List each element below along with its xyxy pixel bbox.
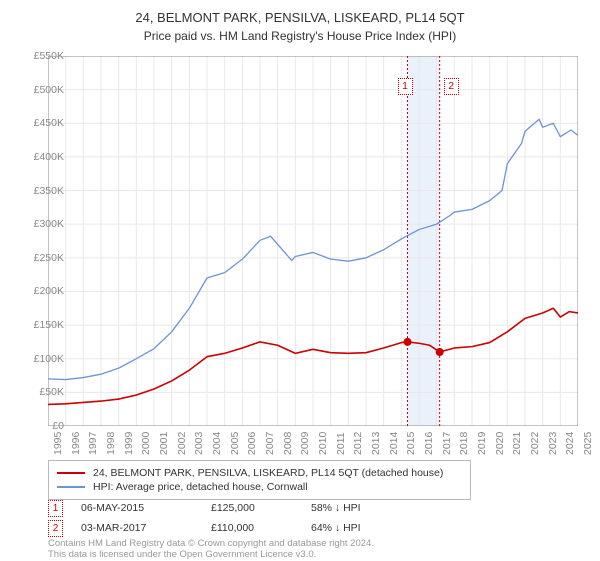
x-tick-label: 2021: [511, 432, 523, 455]
x-tick-label: 2020: [494, 432, 506, 455]
x-tick-label: 2003: [193, 432, 205, 455]
y-tick-label: £450K: [14, 117, 64, 129]
y-tick-label: £0: [14, 420, 64, 432]
x-tick-label: 2019: [476, 432, 488, 455]
footer-attribution: Contains HM Land Registry data © Crown c…: [48, 539, 374, 561]
chart-container: 24, BELMONT PARK, PENSILVA, LISKEARD, PL…: [0, 0, 600, 560]
transaction-price: £125,000: [211, 502, 311, 514]
y-tick-label: £150K: [14, 319, 64, 331]
title-address: 24, BELMONT PARK, PENSILVA, LISKEARD, PL…: [0, 10, 600, 25]
x-tick-label: 2001: [158, 432, 170, 455]
sale-marker-box: 2: [444, 78, 459, 95]
y-tick-label: £550K: [14, 50, 64, 62]
transaction-row: 2 03-MAR-2017 £110,000 64% ↓ HPI: [48, 518, 411, 538]
transaction-date: 06-MAY-2015: [81, 502, 211, 514]
legend-swatch-hpi: [57, 486, 85, 488]
chart-plot-area: [48, 56, 578, 426]
x-tick-label: 2016: [423, 432, 435, 455]
x-tick-label: 2000: [140, 432, 152, 455]
legend-item-property: 24, BELMONT PARK, PENSILVA, LISKEARD, PL…: [57, 466, 462, 480]
y-tick-label: £200K: [14, 285, 64, 297]
transactions-table: 1 06-MAY-2015 £125,000 58% ↓ HPI 2 03-MA…: [48, 498, 411, 538]
x-tick-label: 2008: [282, 432, 294, 455]
transaction-row: 1 06-MAY-2015 £125,000 58% ↓ HPI: [48, 498, 411, 518]
legend-label-property: 24, BELMONT PARK, PENSILVA, LISKEARD, PL…: [93, 467, 443, 479]
x-tick-label: 2012: [352, 432, 364, 455]
x-tick-label: 2022: [529, 432, 541, 455]
x-tick-label: 2015: [405, 432, 417, 455]
y-tick-label: £50K: [14, 386, 64, 398]
x-tick-label: 2014: [388, 432, 400, 455]
footer-line2: This data is licensed under the Open Gov…: [48, 550, 374, 561]
x-tick-label: 2004: [211, 432, 223, 455]
y-tick-label: £100K: [14, 353, 64, 365]
transaction-hpi-delta: 64% ↓ HPI: [311, 522, 411, 534]
x-tick-label: 2010: [317, 432, 329, 455]
x-tick-label: 2017: [441, 432, 453, 455]
x-tick-label: 2011: [335, 432, 347, 455]
y-tick-label: £250K: [14, 252, 64, 264]
legend-label-hpi: HPI: Average price, detached house, Corn…: [93, 481, 308, 493]
x-tick-label: 1996: [70, 432, 82, 455]
sale-marker-box: 1: [398, 78, 413, 95]
x-tick-label: 2002: [176, 432, 188, 455]
x-tick-label: 1999: [123, 432, 135, 455]
transaction-marker: 2: [48, 520, 63, 537]
y-tick-label: £350K: [14, 185, 64, 197]
transaction-price: £110,000: [211, 522, 311, 534]
x-tick-label: 1997: [87, 432, 99, 455]
x-tick-label: 1995: [52, 432, 64, 455]
x-tick-label: 2013: [370, 432, 382, 455]
x-tick-label: 2024: [564, 432, 576, 455]
x-tick-label: 2007: [264, 432, 276, 455]
legend-item-hpi: HPI: Average price, detached house, Corn…: [57, 480, 462, 494]
transaction-marker: 1: [48, 500, 63, 517]
transaction-hpi-delta: 58% ↓ HPI: [311, 502, 411, 514]
chart-svg: [48, 56, 578, 426]
y-tick-label: £300K: [14, 218, 64, 230]
y-tick-label: £400K: [14, 151, 64, 163]
x-tick-label: 2023: [547, 432, 559, 455]
x-tick-label: 2006: [246, 432, 258, 455]
transaction-date: 03-MAR-2017: [81, 522, 211, 534]
legend-swatch-property: [57, 472, 85, 474]
x-tick-label: 2009: [299, 432, 311, 455]
x-tick-label: 2005: [229, 432, 241, 455]
x-tick-label: 2025: [582, 432, 594, 455]
y-tick-label: £500K: [14, 84, 64, 96]
x-tick-label: 1998: [105, 432, 117, 455]
legend-box: 24, BELMONT PARK, PENSILVA, LISKEARD, PL…: [48, 460, 471, 500]
title-subtitle: Price paid vs. HM Land Registry's House …: [0, 29, 600, 43]
title-block: 24, BELMONT PARK, PENSILVA, LISKEARD, PL…: [0, 0, 600, 43]
x-tick-label: 2018: [458, 432, 470, 455]
